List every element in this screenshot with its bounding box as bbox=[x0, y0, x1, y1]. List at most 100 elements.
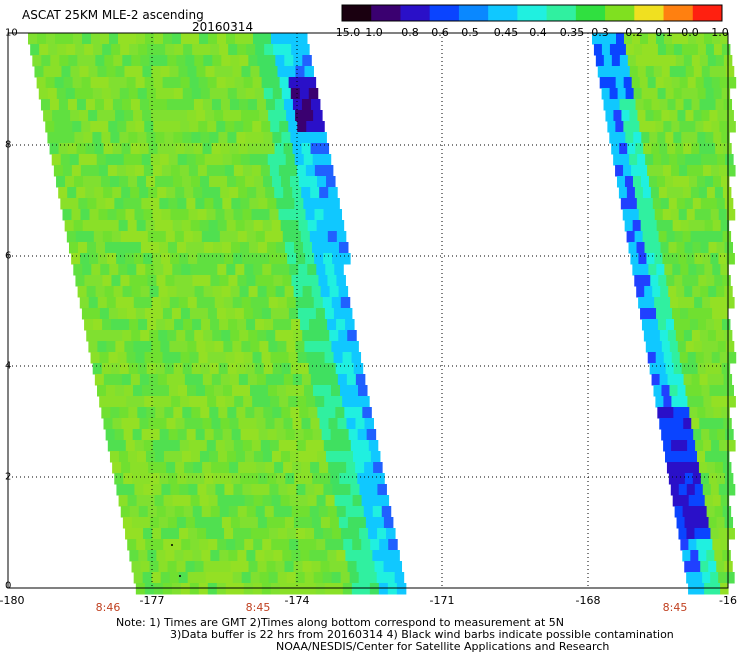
swath-cell bbox=[673, 88, 683, 100]
swath-cell bbox=[640, 220, 650, 232]
swath-cell bbox=[274, 143, 285, 155]
swath-cell bbox=[255, 44, 265, 56]
swath-cell bbox=[148, 143, 159, 155]
swath-cell bbox=[161, 253, 171, 265]
swath-cell bbox=[713, 407, 722, 419]
swath-cell bbox=[145, 495, 156, 507]
swath-cell bbox=[176, 55, 186, 67]
swath-cell bbox=[651, 330, 661, 342]
swath-cell bbox=[670, 209, 680, 221]
swath-cell bbox=[683, 143, 692, 155]
swath-cell bbox=[267, 198, 277, 210]
swath-cell bbox=[368, 528, 378, 540]
swath-cell bbox=[162, 396, 172, 408]
swath-cell bbox=[163, 539, 173, 551]
swath-cell bbox=[318, 275, 328, 287]
swath-cell bbox=[647, 77, 657, 89]
swath-cell bbox=[281, 132, 291, 144]
swath-cell bbox=[681, 363, 691, 375]
swath-cell bbox=[330, 429, 341, 441]
swath-cell bbox=[653, 385, 662, 397]
swath-cell bbox=[209, 88, 220, 100]
swath-cell bbox=[252, 77, 263, 89]
swath-cell bbox=[110, 176, 120, 188]
swath-cell bbox=[625, 88, 635, 100]
swath-cell bbox=[52, 110, 62, 122]
swath-cell bbox=[283, 462, 293, 474]
swath-cell bbox=[710, 484, 720, 496]
swath-cell bbox=[709, 66, 719, 78]
swath-cell bbox=[315, 583, 326, 595]
swath-cell bbox=[166, 187, 176, 199]
swath-cell bbox=[654, 297, 663, 309]
swath-cell bbox=[353, 407, 363, 419]
swath-cell bbox=[187, 297, 198, 309]
swath-cell bbox=[251, 440, 262, 452]
swath-cell bbox=[94, 143, 105, 155]
swath-cell bbox=[684, 473, 694, 485]
swath-cell bbox=[657, 88, 667, 100]
swath-cell bbox=[286, 572, 297, 584]
swath-cell bbox=[88, 110, 98, 122]
swath-cell bbox=[260, 440, 271, 452]
swath-cell bbox=[299, 176, 309, 188]
swath-cell bbox=[684, 286, 693, 298]
swath-cell bbox=[278, 253, 288, 265]
swath-cell bbox=[123, 154, 134, 166]
swath-cell bbox=[252, 396, 262, 408]
swath-cell bbox=[288, 308, 299, 320]
swath-cell bbox=[30, 44, 40, 56]
swath-cell bbox=[307, 220, 318, 232]
swath-cell bbox=[294, 198, 304, 210]
swath-cell bbox=[624, 220, 634, 232]
swath-cell bbox=[711, 352, 721, 364]
swath-cell bbox=[104, 286, 115, 298]
swath-cell bbox=[123, 429, 134, 441]
swath-cell bbox=[221, 55, 231, 67]
swath-cell bbox=[119, 363, 130, 375]
swath-cell bbox=[71, 165, 82, 177]
swath-cell bbox=[634, 231, 644, 243]
swath-cell bbox=[291, 275, 301, 287]
swath-cell bbox=[710, 297, 719, 309]
swath-cell bbox=[645, 341, 655, 353]
footnote-line-2: 3)Data buffer is 22 hrs from 20160314 4)… bbox=[170, 628, 674, 641]
swath-cell bbox=[122, 55, 132, 67]
swath-cell bbox=[269, 253, 279, 265]
swath-cell bbox=[678, 253, 687, 265]
swath-cell bbox=[724, 517, 734, 529]
swath-cell bbox=[272, 132, 282, 144]
colorbar-label: 0.0 bbox=[681, 26, 699, 39]
swath-cell bbox=[243, 308, 254, 320]
swath-cell bbox=[647, 165, 656, 177]
swath-cell bbox=[125, 528, 135, 540]
swath-cell bbox=[673, 363, 683, 375]
swath-cell bbox=[265, 374, 276, 386]
swath-cell bbox=[263, 88, 274, 100]
swath-cell bbox=[622, 209, 632, 221]
swath-cell bbox=[229, 374, 240, 386]
swath-cell bbox=[377, 528, 387, 540]
colorbar-swatch bbox=[342, 5, 372, 21]
swath-cell bbox=[278, 209, 289, 221]
swath-cell bbox=[370, 495, 381, 507]
swath-cell bbox=[639, 121, 648, 133]
swath-cell bbox=[89, 209, 100, 221]
swath-cell bbox=[198, 352, 209, 364]
swath-cell bbox=[189, 396, 199, 408]
swath-cell bbox=[66, 231, 77, 243]
swath-cell bbox=[677, 429, 686, 441]
swath-cell bbox=[116, 484, 126, 496]
swath-cell bbox=[674, 506, 684, 518]
swath-cell bbox=[717, 341, 727, 353]
swath-cell bbox=[132, 154, 143, 166]
swath-cell bbox=[301, 374, 312, 386]
swath-cell bbox=[193, 462, 203, 474]
colorbar-label: -0.45 bbox=[489, 26, 519, 39]
swath-cell bbox=[140, 517, 151, 529]
swath-cell bbox=[673, 407, 682, 419]
swath-cell bbox=[176, 330, 186, 342]
swath-cell bbox=[222, 429, 233, 441]
swath-cell bbox=[284, 55, 294, 67]
swath-cell bbox=[118, 451, 129, 463]
